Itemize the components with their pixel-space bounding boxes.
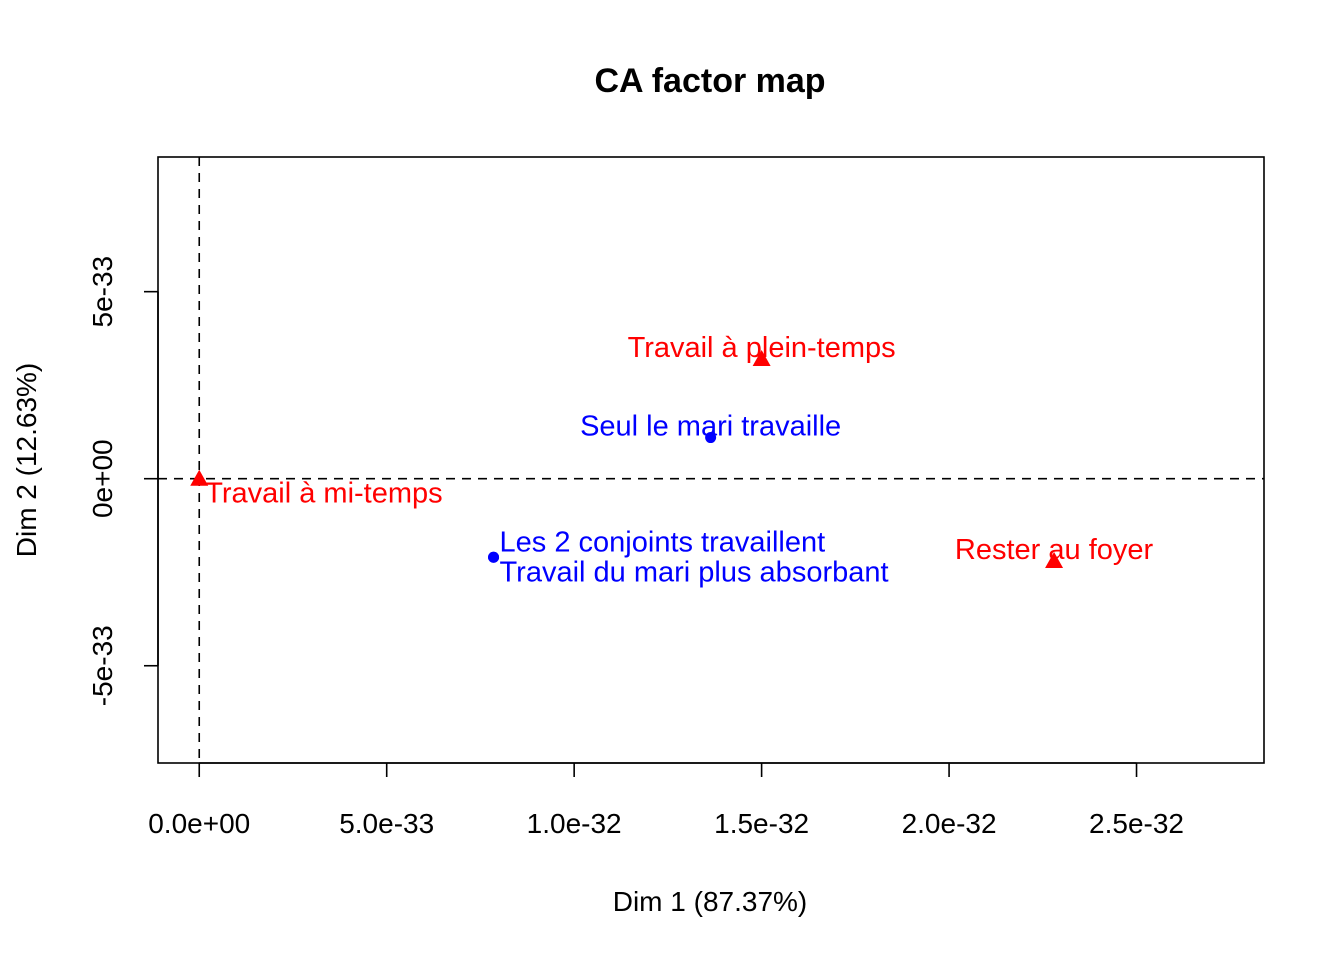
data-points: Seul le mari travaille Les 2 conjoints tr… [190, 332, 1154, 588]
y-tick-label: 5e-33 [87, 256, 118, 328]
point-marker-triangle [752, 350, 771, 366]
point-label: Travail à mi-temps [205, 478, 442, 510]
point-label: Rester au foyer [955, 534, 1154, 566]
y-tick-label: -5e-33 [87, 625, 118, 706]
point-label: Travail à plein-temps [628, 332, 896, 364]
point-marker-circle [705, 432, 717, 444]
point-marker-triangle [1045, 552, 1064, 568]
y-axis-label: Dim 2 (12.63%) [11, 363, 42, 558]
x-tick-label: 2.5e-32 [1089, 808, 1184, 839]
point-label: Travail du mari plus absorbant [500, 556, 889, 588]
x-tick-label: 1.0e-32 [527, 808, 622, 839]
y-axis: -5e-33 0e+00 5e-33 [87, 256, 159, 706]
point-label: Les 2 conjoints travaillent [500, 526, 826, 558]
x-axis-label: Dim 1 (87.37%) [613, 886, 808, 917]
x-tick-label: 2.0e-32 [902, 808, 997, 839]
x-tick-label: 5.0e-33 [339, 808, 434, 839]
x-axis: 0.0e+00 5.0e-33 1.0e-32 1.5e-32 2.0e-32 2.5e-… [148, 762, 1184, 839]
chart-title: CA factor map [594, 62, 825, 100]
y-tick-label: 0e+00 [87, 439, 118, 518]
point-marker-circle [488, 551, 500, 563]
x-tick-label: 0.0e+00 [148, 808, 250, 839]
x-tick-label: 1.5e-32 [714, 808, 809, 839]
plot-frame [157, 156, 1265, 764]
point-marker-triangle [190, 469, 209, 486]
point-label: Seul le mari travaille [580, 411, 841, 443]
reference-lines [158, 157, 1264, 763]
